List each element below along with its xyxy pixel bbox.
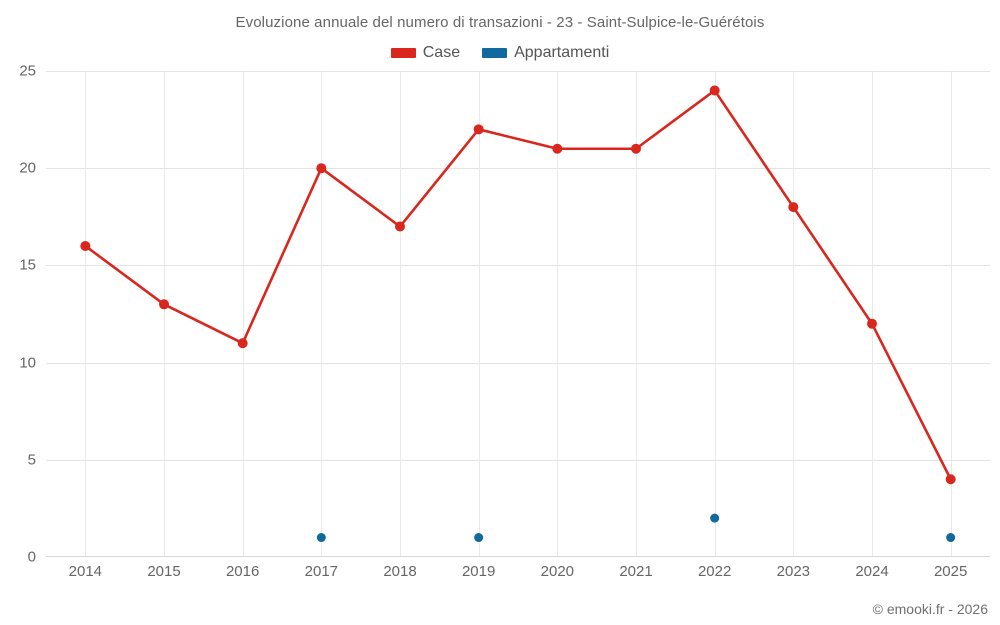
data-point[interactable] <box>474 533 484 543</box>
gridline-horizontal <box>46 265 990 267</box>
x-axis-tick-label: 2018 <box>383 563 417 580</box>
gridline-horizontal <box>46 168 990 170</box>
chart-legend: Case Appartamenti <box>0 44 1000 62</box>
y-axis-tick-label: 15 <box>19 256 36 274</box>
data-point[interactable] <box>316 163 327 174</box>
data-point[interactable] <box>867 318 877 329</box>
data-series-layer <box>80 85 956 543</box>
x-axis-tick-label: 2025 <box>933 563 968 580</box>
data-point[interactable] <box>709 85 720 96</box>
x-axis-tick-label: 2022 <box>697 563 732 580</box>
data-point[interactable] <box>159 299 169 310</box>
x-axis-tick-label: 2016 <box>225 563 260 580</box>
data-point[interactable] <box>80 240 91 251</box>
x-axis-tick-label: 2019 <box>461 563 496 580</box>
gridline-vertical <box>557 71 559 557</box>
gridline-vertical <box>950 71 952 557</box>
y-axis-tick-label: 25 <box>19 62 36 80</box>
gridline-vertical <box>321 71 323 557</box>
gridline-vertical <box>478 71 480 557</box>
series-line-case <box>84 89 952 481</box>
legend-item-case[interactable]: Case <box>390 44 461 62</box>
gridline-vertical <box>242 71 244 557</box>
data-point[interactable] <box>710 513 720 523</box>
gridline-horizontal <box>46 362 990 364</box>
gridline-vertical <box>400 71 401 557</box>
x-axis-tick-label: 2015 <box>147 563 181 580</box>
gridline-vertical <box>714 71 716 557</box>
data-point[interactable] <box>631 143 641 154</box>
x-axis-tick-label: 2017 <box>304 563 339 580</box>
y-axis-tick-label: 20 <box>19 159 36 177</box>
gridline-vertical <box>793 71 795 557</box>
data-point[interactable] <box>473 124 484 135</box>
x-axis-tick-label: 2024 <box>855 563 889 580</box>
gridline-vertical <box>85 71 87 557</box>
data-point[interactable] <box>316 533 326 543</box>
data-point[interactable] <box>946 533 956 543</box>
legend-label-case: Case <box>422 44 461 61</box>
gridline-vertical <box>872 71 873 557</box>
gridline-horizontal <box>46 71 990 72</box>
gridline-horizontal <box>46 459 990 461</box>
data-point[interactable] <box>788 202 799 213</box>
data-point[interactable] <box>237 338 248 349</box>
legend-swatch-appartamenti <box>482 48 508 58</box>
x-axis-tick-label: 2014 <box>68 563 103 580</box>
x-axis-line <box>46 556 990 557</box>
x-axis-tick-label: 2020 <box>540 563 575 580</box>
y-axis-tick-label: 5 <box>27 451 36 469</box>
legend-label-appartamenti: Appartamenti <box>514 44 610 61</box>
x-axis-tick-label: 2023 <box>776 563 811 580</box>
x-axis-labels: 2014 2015 2016 2017 2018 2019 2020 2021 2022 2023… <box>46 563 990 587</box>
y-axis-tick-label: 0 <box>27 548 36 566</box>
y-axis-labels: 0 5 10 15 20 25 <box>0 63 46 566</box>
data-point[interactable] <box>945 474 956 485</box>
data-point[interactable] <box>552 143 563 154</box>
gridline-vertical <box>636 71 637 557</box>
legend-item-appartamenti[interactable]: Appartamenti <box>482 44 609 62</box>
legend-swatch-case <box>390 48 416 58</box>
gridline-vertical <box>164 71 165 557</box>
y-axis-tick-label: 10 <box>19 354 36 372</box>
plot-area <box>46 71 990 557</box>
footer-credit: © emooki.fr - 2026 <box>872 601 988 617</box>
x-axis-tick-label: 2021 <box>619 563 653 580</box>
chart-title: Evoluzione annuale del numero di transaz… <box>235 14 765 31</box>
data-point[interactable] <box>395 221 405 232</box>
